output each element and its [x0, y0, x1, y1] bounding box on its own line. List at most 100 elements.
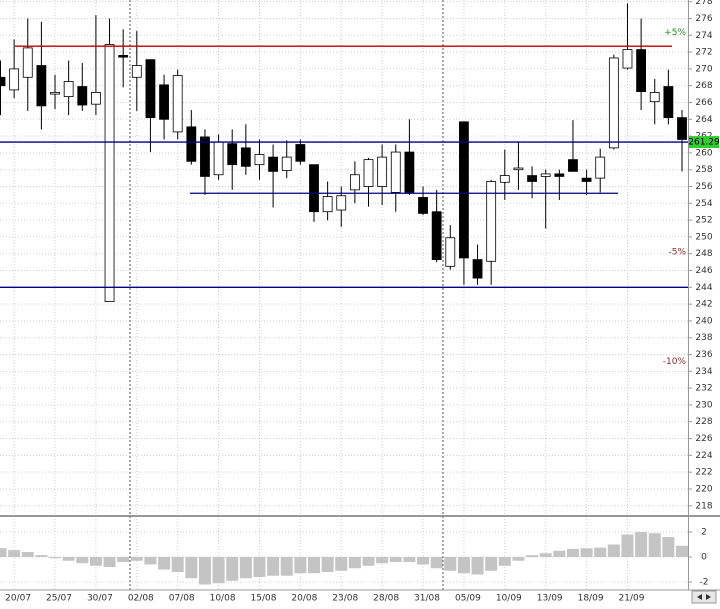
y-tick-label: 218 — [695, 501, 712, 511]
y-tick-label: 278 — [695, 0, 712, 7]
y-tick-label: 250 — [695, 232, 712, 242]
indicator-bar — [417, 557, 430, 565]
y-tick-label: 234 — [695, 367, 712, 377]
x-tick-label: 05/09 — [455, 594, 481, 604]
indicator-bar — [389, 557, 402, 562]
candle-body — [404, 151, 415, 193]
indicator-bar — [498, 557, 511, 566]
candle-body — [77, 86, 88, 106]
x-tick-label: 13/09 — [537, 594, 563, 604]
candle-body — [554, 173, 565, 177]
candle-body — [186, 126, 197, 162]
x-tick-label: 10/09 — [496, 594, 522, 604]
indicator-bar — [444, 557, 457, 571]
y-tick-label: 268 — [695, 81, 712, 91]
indicator-bar — [280, 557, 293, 576]
x-tick-label: 28/08 — [373, 594, 399, 604]
candle-body — [527, 175, 537, 182]
annotation: +5% — [664, 28, 686, 38]
indicator-bar — [376, 557, 389, 564]
indicator-bar — [239, 557, 252, 579]
x-tick-label: 31/08 — [414, 594, 440, 604]
y-tick-label: 2 — [701, 528, 707, 538]
plot-area — [0, 0, 688, 590]
y-tick-label: 230 — [695, 400, 712, 410]
scroll-icon[interactable] — [691, 590, 717, 604]
indicator-bar — [621, 534, 634, 557]
candle-body — [50, 92, 60, 95]
indicator-bar — [594, 547, 607, 557]
candle-body — [22, 47, 33, 78]
y-tick-label: 272 — [695, 48, 712, 58]
candle-body — [540, 173, 551, 177]
y-tick-label: 240 — [695, 316, 712, 326]
indicator-bar — [49, 557, 62, 559]
candle-body — [172, 75, 183, 133]
indicator-bar — [144, 557, 157, 565]
candle-body — [309, 164, 319, 213]
y-tick-label: 248 — [695, 249, 712, 259]
y-tick-label: -2 — [700, 578, 709, 588]
price-label-box — [689, 136, 719, 149]
y-tick-label: 224 — [695, 451, 712, 461]
candle-body — [445, 237, 456, 267]
indicator-bar — [335, 557, 348, 571]
indicator-bar — [253, 557, 266, 577]
indicator-bar — [0, 548, 7, 557]
candle-body — [431, 211, 442, 261]
indicator-bar — [89, 557, 102, 566]
indicator-bar — [648, 533, 661, 557]
x-tick-label: 15/08 — [251, 594, 277, 604]
indicator-bar — [362, 557, 375, 566]
candle-body — [0, 76, 6, 87]
annotation: -10% — [663, 357, 687, 367]
y-tick-label: 228 — [695, 417, 712, 427]
candle-body — [418, 197, 428, 214]
y-tick-label: 264 — [695, 115, 712, 125]
y-tick-label: 0 — [701, 553, 707, 563]
candle-body — [118, 55, 129, 58]
candle-body — [663, 86, 674, 119]
y-tick-label: 252 — [695, 216, 712, 226]
candle-body — [145, 59, 156, 119]
indicator-bar — [662, 537, 675, 557]
candle-body — [363, 159, 374, 187]
y-tick-label: 254 — [695, 199, 712, 209]
indicator-bar — [457, 557, 470, 574]
candle-body — [513, 167, 524, 171]
indicator-bar — [185, 557, 198, 579]
indicator-bar — [8, 550, 21, 557]
indicator-bar — [294, 557, 307, 574]
y-tick-label: 238 — [695, 333, 712, 343]
indicator-bar — [117, 557, 130, 562]
x-tick-label: 10/08 — [210, 594, 236, 604]
indicator-bar — [403, 557, 416, 562]
y-tick-label: 258 — [695, 165, 712, 175]
y-tick-label: 266 — [695, 98, 712, 108]
indicator-bar — [171, 557, 184, 572]
indicator-bar — [21, 552, 34, 557]
indicator-bar — [226, 557, 239, 581]
candle-body — [677, 117, 687, 140]
candle-body — [622, 49, 633, 69]
candle-body — [9, 68, 20, 91]
x-tick-label: 30/07 — [87, 594, 113, 604]
candle-body — [240, 147, 251, 167]
candle-body — [268, 156, 279, 172]
y-tick-label: 276 — [695, 14, 712, 24]
indicator-bar — [321, 557, 334, 572]
indicator-bar — [348, 557, 361, 569]
indicator-bar — [62, 557, 75, 561]
candle-body — [63, 81, 74, 98]
indicator-bar — [512, 557, 525, 561]
candle-body — [459, 121, 469, 259]
candle-body — [377, 156, 388, 187]
x-tick-label: 20/08 — [291, 594, 317, 604]
candle-body — [349, 174, 360, 191]
candle-body — [472, 259, 483, 279]
indicator-bar — [635, 532, 648, 557]
y-tick-label: 232 — [695, 384, 712, 394]
indicator-bar — [212, 557, 225, 584]
indicator-bar — [580, 548, 593, 557]
candle-body — [390, 151, 401, 193]
